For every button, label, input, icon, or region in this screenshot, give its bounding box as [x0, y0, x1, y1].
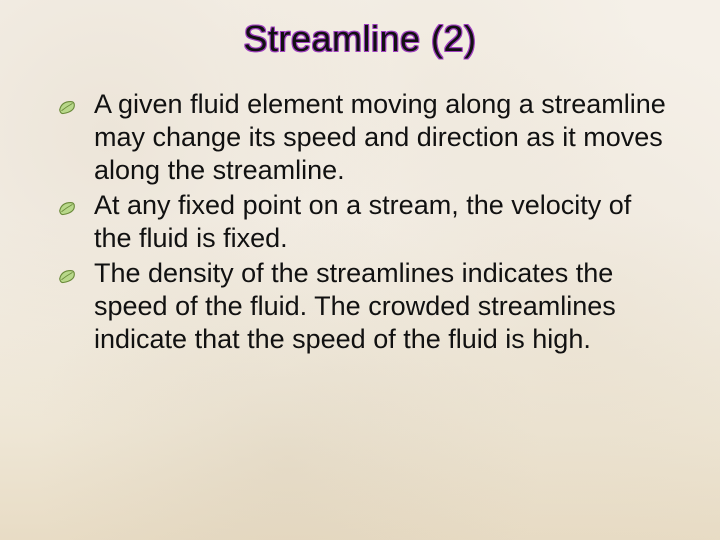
bullet-text: The density of the streamlines indicates… [94, 258, 616, 354]
list-item: A given fluid element moving along a str… [90, 88, 670, 187]
slide-title: Streamline (2) [50, 18, 670, 60]
leaf-icon [56, 94, 78, 116]
slide: Streamline (2) A given fluid element mov… [0, 0, 720, 540]
bullet-text: At any fixed point on a stream, the velo… [94, 190, 631, 253]
leaf-icon [56, 195, 78, 217]
list-item: At any fixed point on a stream, the velo… [90, 189, 670, 255]
list-item: The density of the streamlines indicates… [90, 257, 670, 356]
bullet-text: A given fluid element moving along a str… [94, 89, 666, 185]
leaf-icon [56, 263, 78, 285]
bullet-list: A given fluid element moving along a str… [50, 88, 670, 356]
